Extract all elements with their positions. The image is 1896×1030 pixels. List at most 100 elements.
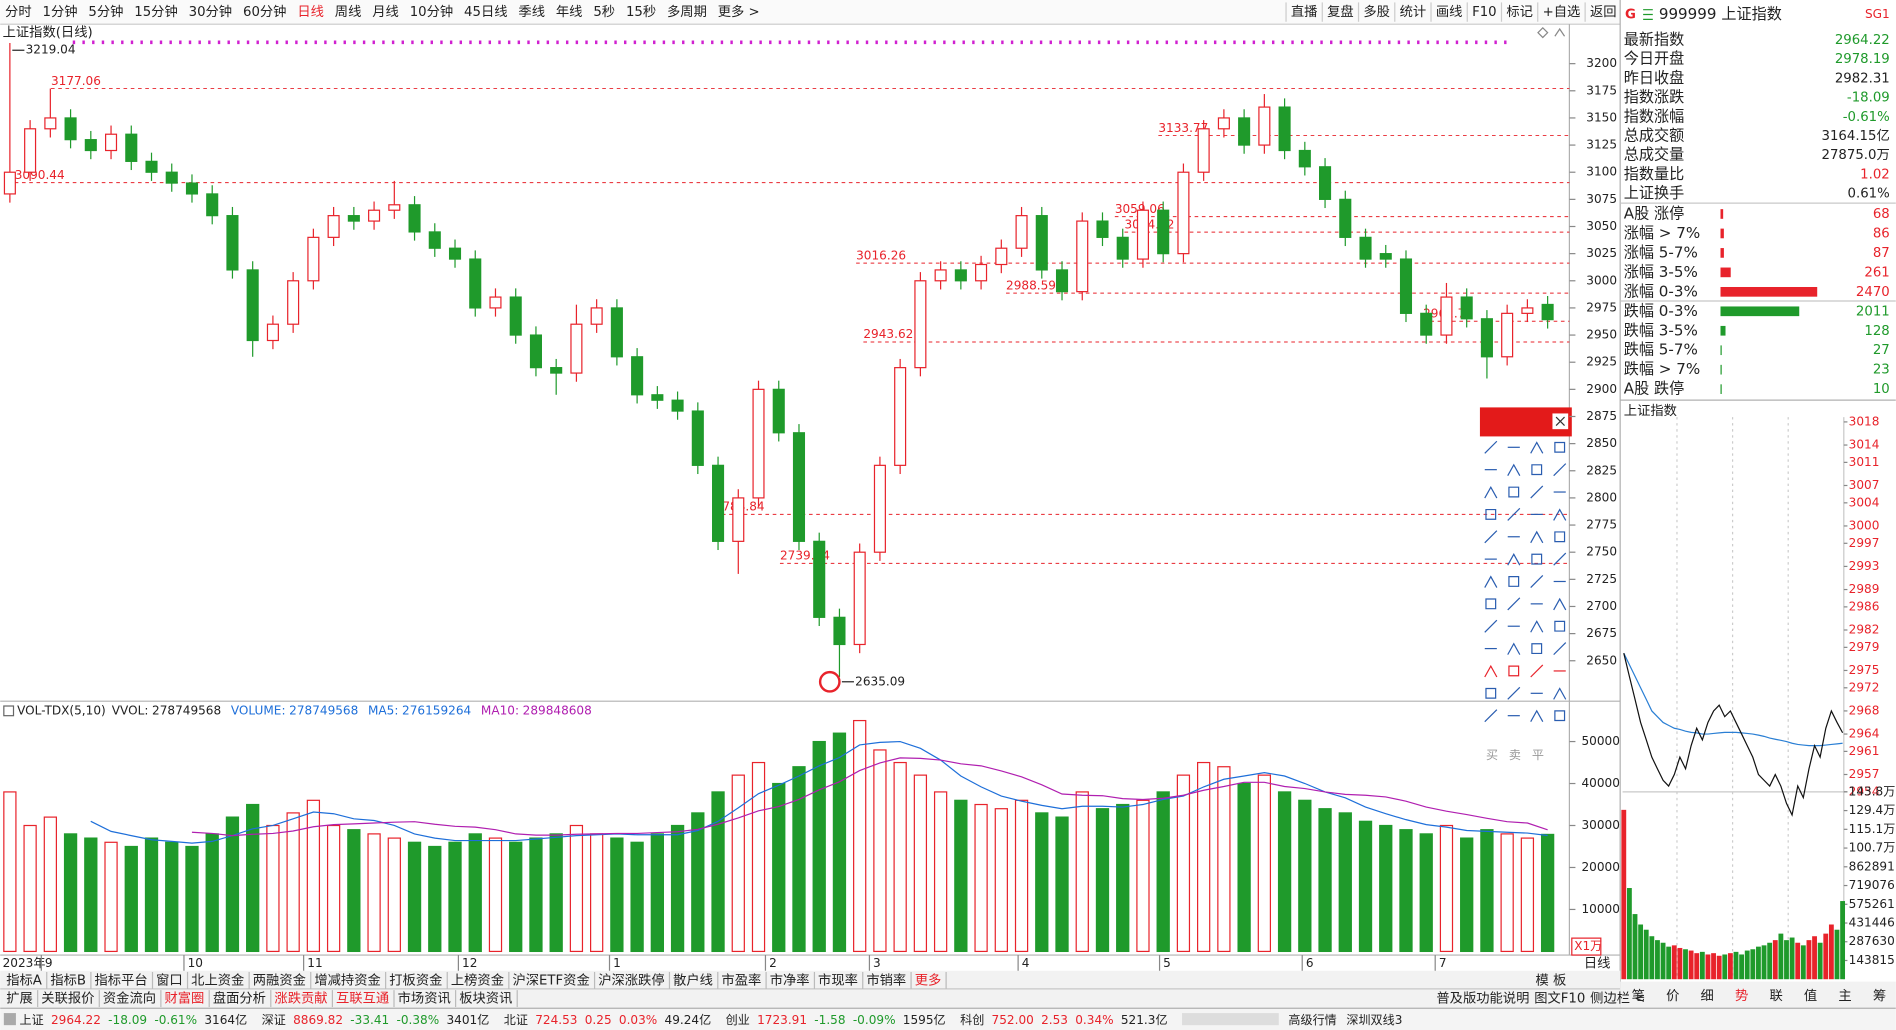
side-tab[interactable]: 值 (1804, 988, 1817, 1004)
toolbar-button[interactable]: 复盘 (1327, 3, 1354, 20)
draw-tool[interactable] (1507, 686, 1521, 700)
bottom-tab[interactable]: 指标A (6, 972, 42, 988)
draw-tool[interactable] (1531, 643, 1543, 655)
period-tab[interactable]: 季线 (518, 4, 545, 20)
draw-tool[interactable] (1484, 619, 1498, 633)
side-link[interactable]: 侧边栏 < (1590, 991, 1645, 1007)
draw-tool[interactable] (1530, 441, 1544, 454)
bottom-tab[interactable]: 市场资讯 (398, 990, 451, 1007)
period-tab[interactable]: 1分钟 (43, 3, 78, 20)
draw-tool[interactable] (1553, 597, 1567, 611)
toolbar-button[interactable]: +自选 (1543, 4, 1581, 20)
bottom-tab[interactable]: 上榜资金 (451, 971, 504, 988)
period-tab[interactable]: 周线 (335, 4, 362, 20)
side-link[interactable]: 普及版功能说明 (1436, 991, 1529, 1007)
bottom-tab[interactable]: 财富圈 (164, 990, 204, 1007)
bottom-tab[interactable]: 扩展 (6, 991, 33, 1007)
period-tab[interactable]: 15分钟 (134, 3, 177, 20)
period-tab[interactable]: 60分钟 (243, 3, 286, 20)
side-tab[interactable]: 细 (1701, 988, 1714, 1004)
bottom-tab[interactable]: 两融资金 (253, 972, 306, 988)
period-tab[interactable]: 45日线 (464, 4, 507, 20)
side-tab[interactable]: 势 (1735, 988, 1748, 1004)
draw-tool[interactable] (1507, 597, 1521, 611)
draw-tool[interactable] (1531, 464, 1543, 476)
period-tab[interactable]: 分时 (5, 4, 32, 20)
draw-tool[interactable] (1507, 553, 1521, 566)
bottom-tab[interactable]: 资金流向 (103, 991, 156, 1007)
bottom-tab[interactable]: 指标B (50, 972, 86, 988)
period-tab[interactable]: 30分钟 (189, 3, 232, 20)
trade-button[interactable]: 平 (1532, 748, 1544, 762)
status-right[interactable]: 高级行情 (1288, 1012, 1336, 1027)
draw-tool[interactable] (1484, 530, 1498, 544)
status-right[interactable]: 深圳双线3 (1346, 1013, 1402, 1027)
draw-tool[interactable] (1553, 508, 1567, 521)
draw-tool[interactable] (1484, 440, 1498, 454)
bottom-tab[interactable]: 涨跌贡献 (274, 991, 327, 1007)
bottom-tab[interactable]: 沪深涨跌停 (598, 971, 664, 988)
draw-tool[interactable] (1554, 710, 1566, 722)
period-tab[interactable]: 年线 (556, 4, 583, 20)
draw-tool[interactable] (1530, 575, 1544, 588)
draw-tool[interactable] (1485, 598, 1497, 610)
draw-tool[interactable] (1484, 709, 1498, 723)
template-button[interactable]: 模 板 (1536, 972, 1567, 988)
bottom-tab[interactable]: 更多 (915, 971, 942, 988)
bottom-tab[interactable]: 互联互通 (336, 991, 389, 1007)
period-tab[interactable]: 日线 (297, 4, 324, 20)
draw-tool[interactable] (1530, 709, 1544, 723)
side-tab[interactable]: 价 (1666, 989, 1679, 1004)
draw-tool[interactable] (1530, 530, 1544, 544)
side-tab[interactable]: 筹 (1873, 987, 1886, 1004)
draw-tool[interactable] (1507, 507, 1521, 521)
draw-tool[interactable] (1484, 664, 1498, 678)
draw-tool[interactable] (1554, 441, 1566, 453)
bottom-tab[interactable]: 市净率 (770, 971, 810, 988)
toolbar-button[interactable]: 统计 (1400, 4, 1427, 20)
bottom-tab[interactable]: 市现率 (818, 971, 858, 988)
draw-tool[interactable] (1508, 576, 1520, 587)
bottom-tab[interactable]: 打板资金 (389, 972, 442, 988)
draw-tool[interactable] (1507, 463, 1521, 477)
bottom-tab[interactable]: 北上资金 (191, 972, 244, 988)
draw-tool[interactable] (1554, 531, 1566, 543)
toolbar-button[interactable]: 画线 (1436, 4, 1463, 20)
period-tab[interactable]: 15秒 (626, 4, 656, 20)
bottom-tab[interactable]: 窗口 (156, 971, 183, 988)
draw-tool[interactable] (1530, 485, 1544, 499)
draw-tool[interactable] (1553, 552, 1567, 566)
side-tab[interactable]: 主 (1838, 988, 1851, 1004)
draw-tool[interactable] (1530, 664, 1544, 678)
draw-tool[interactable] (1554, 620, 1566, 632)
draw-tool[interactable] (1553, 463, 1567, 477)
draw-tool[interactable] (1484, 575, 1498, 588)
bottom-tab[interactable]: 盘面分析 (213, 990, 266, 1007)
draw-tool[interactable] (1485, 508, 1497, 520)
bottom-tab[interactable]: 沪深ETF资金 (512, 972, 589, 988)
draw-tool[interactable] (1531, 553, 1543, 565)
bottom-tab[interactable]: 关联报价 (41, 991, 94, 1007)
bottom-tab[interactable]: 散户线 (673, 971, 713, 988)
period-tab[interactable]: 多周期 (667, 3, 707, 20)
period-tab[interactable]: 月线 (372, 4, 399, 20)
draw-tool[interactable] (1485, 687, 1497, 699)
draw-tool[interactable] (1530, 620, 1544, 633)
bottom-tab[interactable]: 板块资讯 (459, 991, 512, 1007)
period-tab[interactable]: 5秒 (593, 4, 615, 20)
draw-tool[interactable] (1508, 665, 1520, 677)
bottom-tab[interactable]: 市盈率 (721, 971, 761, 988)
side-link[interactable]: 图文F10 (1534, 991, 1585, 1007)
draw-tool[interactable] (1553, 687, 1567, 700)
trade-button[interactable]: 买 (1486, 748, 1498, 762)
bottom-tab[interactable]: 增减持资金 (314, 972, 380, 988)
draw-tool[interactable] (1507, 642, 1521, 655)
toolbar-button[interactable]: 标记 (1506, 4, 1533, 20)
toolbar-button[interactable]: 直播 (1291, 4, 1318, 20)
side-tab[interactable]: 笔 (1632, 988, 1645, 1004)
draw-tool[interactable] (1508, 486, 1520, 498)
toolbar-button[interactable]: 多股 (1363, 3, 1390, 20)
draw-tool[interactable] (1553, 642, 1567, 656)
period-tab[interactable]: 更多 > (718, 3, 760, 20)
period-tab[interactable]: 10分钟 (410, 3, 453, 20)
